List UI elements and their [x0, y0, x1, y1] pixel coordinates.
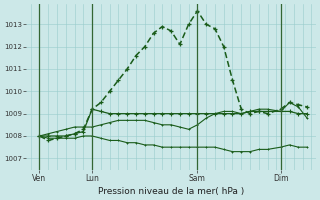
X-axis label: Pression niveau de la mer( hPa ): Pression niveau de la mer( hPa )	[98, 187, 244, 196]
